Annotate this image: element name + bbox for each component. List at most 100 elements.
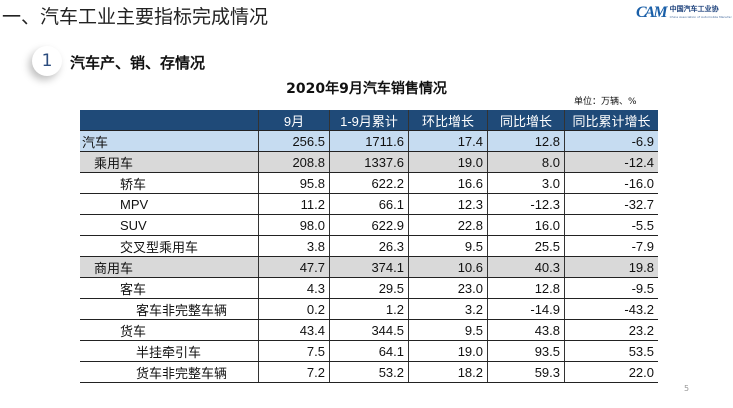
table-cell: 53.2 (329, 361, 409, 383)
table-cell: 3.2 (408, 298, 488, 320)
table-cell: 19.0 (408, 340, 488, 362)
table-cell: -6.9 (564, 130, 658, 152)
table-cell: 374.1 (329, 256, 409, 278)
table-cell: 25.5 (487, 235, 565, 257)
table-cell: 0.2 (258, 298, 330, 320)
table-row: 乘用车 208.8 1337.6 19.0 8.0 -12.4 (80, 151, 658, 173)
table-cell: -14.9 (487, 298, 565, 320)
table-cell: 26.3 (329, 235, 409, 257)
table-cell: 8.0 (487, 151, 565, 173)
row-label: 汽车 (80, 130, 259, 152)
row-label: 货车非完整车辆 (80, 361, 259, 383)
table-cell: 18.2 (408, 361, 488, 383)
table-cell: 208.8 (258, 151, 330, 173)
table-cell: 43.4 (258, 319, 330, 341)
table-cell: 622.9 (329, 214, 409, 236)
table-cell: 12.8 (487, 130, 565, 152)
table-row: 半挂牵引车 7.5 64.1 19.0 93.5 53.5 (80, 340, 658, 362)
table-cell: 1711.6 (329, 130, 409, 152)
table-cell: 53.5 (564, 340, 658, 362)
table-cell: 29.5 (329, 277, 409, 299)
table-cell: -5.5 (564, 214, 658, 236)
table-cell: 3.8 (258, 235, 330, 257)
table-cell: 17.4 (408, 130, 488, 152)
row-label: 客车 (80, 277, 259, 299)
table-cell: 22.0 (564, 361, 658, 383)
table-row: 客车非完整车辆 0.2 1.2 3.2 -14.9 -43.2 (80, 298, 658, 320)
table-cell: 7.5 (258, 340, 330, 362)
table-cell: 23.0 (408, 277, 488, 299)
table-cell: -7.9 (564, 235, 658, 257)
table-cell: -43.2 (564, 298, 658, 320)
table-row: MPV 11.2 66.1 12.3 -12.3 -32.7 (80, 193, 658, 215)
logo-mark: CAM (636, 4, 668, 21)
table-cell: 12.3 (408, 193, 488, 215)
table-row: 汽车 256.5 1711.6 17.4 12.8 -6.9 (80, 130, 658, 152)
table-cell: 64.1 (329, 340, 409, 362)
table-cell: -16.0 (564, 172, 658, 194)
table-cell: 16.6 (408, 172, 488, 194)
column-header: 同比累计增长 (564, 110, 658, 131)
row-label: 半挂牵引车 (80, 340, 259, 362)
table-cell: 1.2 (329, 298, 409, 320)
table-cell: 10.6 (408, 256, 488, 278)
table-row: 商用车 47.7 374.1 10.6 40.3 19.8 (80, 256, 658, 278)
logo-name-cn: 中国汽车工业协 (669, 5, 719, 13)
table-cell: 1337.6 (329, 151, 409, 173)
logo-name-en: China Association of Automobile Manufac (669, 15, 732, 19)
table-row: 客车 4.3 29.5 23.0 12.8 -9.5 (80, 277, 658, 299)
row-label: 货车 (80, 319, 259, 341)
table-cell: -32.7 (564, 193, 658, 215)
table-row: 货车非完整车辆 7.2 53.2 18.2 59.3 22.0 (80, 361, 658, 383)
table-cell: -12.4 (564, 151, 658, 173)
table-cell: 9.5 (408, 319, 488, 341)
column-header: 1-9月累计 (329, 110, 409, 131)
table-cell: 19.0 (408, 151, 488, 173)
unit-label: 单位：万辆、% (574, 97, 637, 107)
column-header (80, 110, 259, 131)
column-header: 9月 (258, 110, 330, 131)
table-cell: 7.2 (258, 361, 330, 383)
table-cell: 4.3 (258, 277, 330, 299)
table-cell: 3.0 (487, 172, 565, 194)
table-row: SUV 98.0 622.9 22.8 16.0 -5.5 (80, 214, 658, 236)
table-cell: 622.2 (329, 172, 409, 194)
page-number: 5 (684, 384, 690, 393)
row-label: MPV (80, 193, 259, 215)
table-cell: 43.8 (487, 319, 565, 341)
table-cell: 16.0 (487, 214, 565, 236)
table-cell: 59.3 (487, 361, 565, 383)
section-number-badge: 1 (32, 46, 62, 76)
slide-title: 一、汽车工业主要指标完成情况 (2, 6, 269, 28)
table-cell: 95.8 (258, 172, 330, 194)
row-label: 乘用车 (80, 151, 259, 173)
caam-logo: CAM 中国汽车工业协 China Association of Automobi… (636, 4, 732, 22)
column-header: 同比增长 (487, 110, 565, 131)
table-cell: -9.5 (564, 277, 658, 299)
table-row: 货车 43.4 344.5 9.5 43.8 23.2 (80, 319, 658, 341)
table-cell: 66.1 (329, 193, 409, 215)
table-cell: 98.0 (258, 214, 330, 236)
sales-table: 9月 1-9月累计 环比增长 同比增长 同比累计增长 汽车 256.5 1711.6 17.4… (80, 110, 658, 383)
table-cell: 40.3 (487, 256, 565, 278)
table-cell: 256.5 (258, 130, 330, 152)
column-header: 环比增长 (408, 110, 488, 131)
table-row: 轿车 95.8 622.2 16.6 3.0 -16.0 (80, 172, 658, 194)
row-label: 交叉型乘用车 (80, 235, 259, 257)
table-caption: 2020年9月汽车销售情况 (286, 81, 447, 97)
row-label: 轿车 (80, 172, 259, 194)
section-title: 汽车产、销、存情况 (70, 54, 206, 72)
table-cell: 93.5 (487, 340, 565, 362)
table-cell: 47.7 (258, 256, 330, 278)
table-cell: 9.5 (408, 235, 488, 257)
table-cell: 344.5 (329, 319, 409, 341)
table-cell: -12.3 (487, 193, 565, 215)
table-cell: 11.2 (258, 193, 330, 215)
table-cell: 12.8 (487, 277, 565, 299)
table-row: 交叉型乘用车 3.8 26.3 9.5 25.5 -7.9 (80, 235, 658, 257)
row-label: 客车非完整车辆 (80, 298, 259, 320)
row-label: SUV (80, 214, 259, 236)
table-cell: 19.8 (564, 256, 658, 278)
table-cell: 22.8 (408, 214, 488, 236)
row-label: 商用车 (80, 256, 259, 278)
